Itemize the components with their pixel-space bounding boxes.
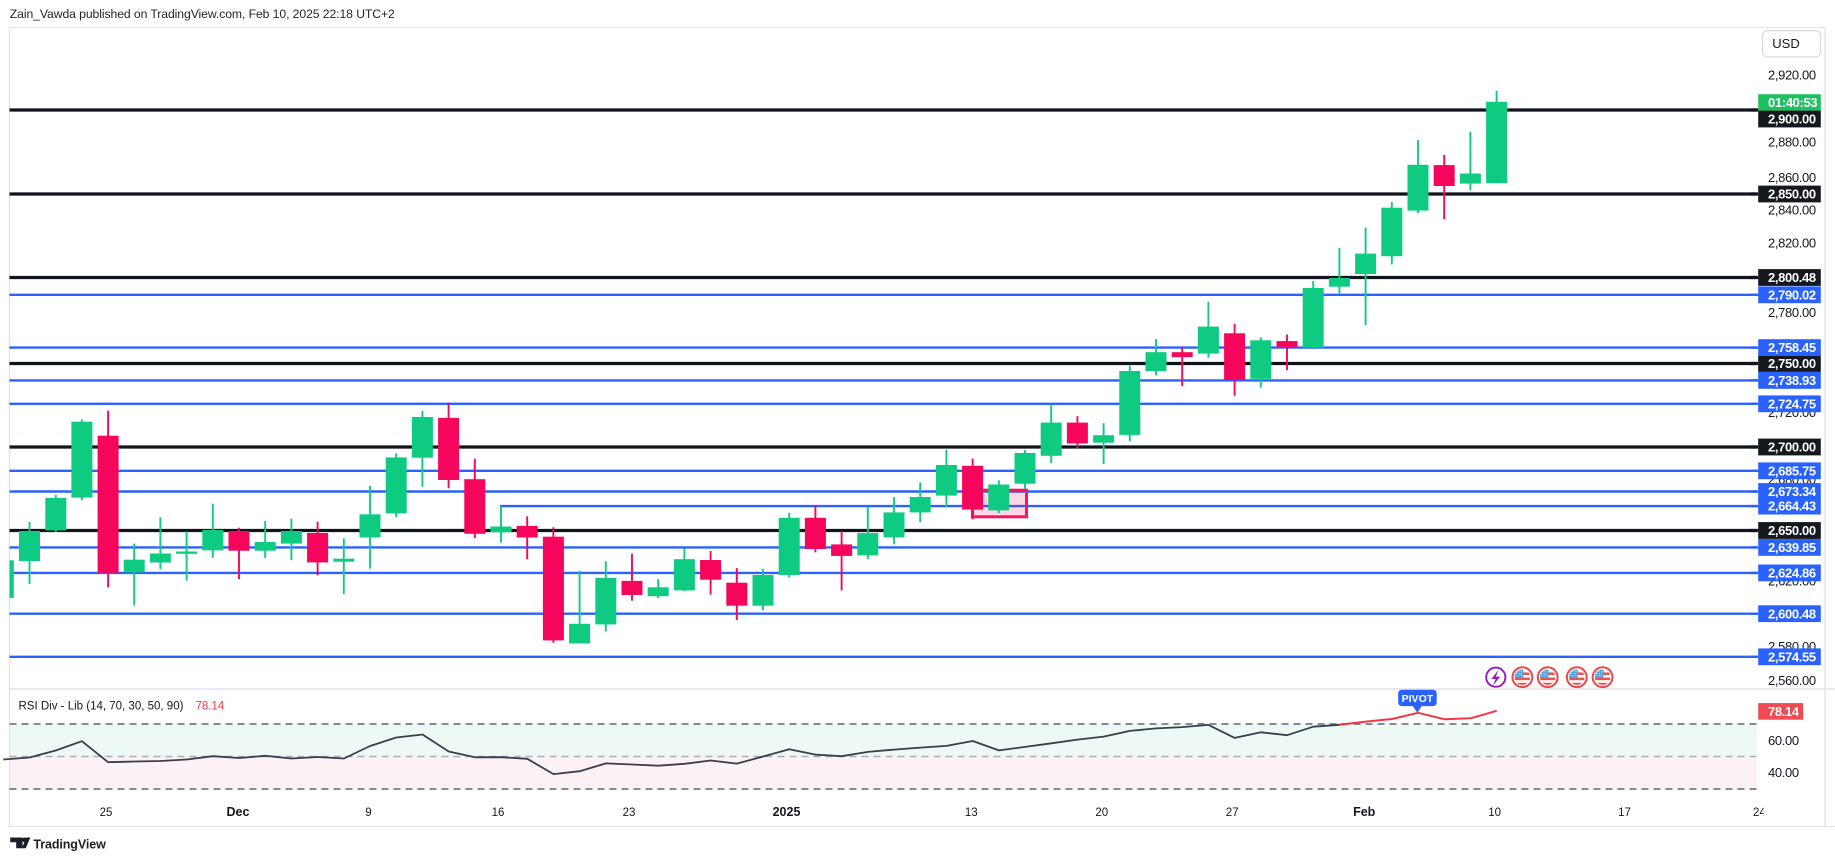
svg-text:PIVOT: PIVOT <box>1402 693 1434 705</box>
svg-text:2,758.45: 2,758.45 <box>1768 340 1816 355</box>
svg-text:2,685.75: 2,685.75 <box>1768 463 1816 478</box>
svg-text:16: 16 <box>492 807 505 819</box>
svg-text:2,790.02: 2,790.02 <box>1768 287 1816 302</box>
svg-text:2,840.00: 2,840.00 <box>1768 203 1816 218</box>
svg-text:USD: USD <box>1772 36 1799 51</box>
svg-text:Feb: Feb <box>1353 805 1376 819</box>
svg-text:25: 25 <box>100 807 113 819</box>
svg-text:Dec: Dec <box>227 805 250 819</box>
svg-text:17: 17 <box>1618 807 1631 819</box>
svg-text:TradingView: TradingView <box>33 837 106 851</box>
svg-text:20: 20 <box>1095 807 1108 819</box>
svg-text:2,850.00: 2,850.00 <box>1768 187 1816 202</box>
svg-text:2,673.34: 2,673.34 <box>1768 484 1817 499</box>
svg-text:Zain_Vawda published on Tradin: Zain_Vawda published on TradingView.com,… <box>10 7 395 21</box>
svg-text:2,920.00: 2,920.00 <box>1768 68 1816 83</box>
svg-text:2,600.48: 2,600.48 <box>1768 606 1816 621</box>
svg-text:2,664.43: 2,664.43 <box>1768 499 1816 514</box>
svg-text:23: 23 <box>623 807 636 819</box>
svg-text:2,624.86: 2,624.86 <box>1768 566 1816 581</box>
svg-text:2,880.00: 2,880.00 <box>1768 134 1816 149</box>
svg-text:60.00: 60.00 <box>1768 733 1799 748</box>
svg-text:2,800.48: 2,800.48 <box>1768 270 1816 285</box>
svg-text:40.00: 40.00 <box>1768 765 1799 780</box>
svg-text:2,750.00: 2,750.00 <box>1768 356 1816 371</box>
svg-text:2025: 2025 <box>773 805 801 819</box>
svg-text:27: 27 <box>1226 807 1239 819</box>
svg-text:2,700.00: 2,700.00 <box>1768 440 1816 455</box>
svg-text:2,724.75: 2,724.75 <box>1768 396 1816 411</box>
svg-text:10: 10 <box>1488 807 1501 819</box>
svg-text:2,560.00: 2,560.00 <box>1768 673 1816 688</box>
svg-text:2,900.00: 2,900.00 <box>1768 112 1816 127</box>
svg-text:78.14: 78.14 <box>1768 704 1800 719</box>
svg-text:RSI Div - Lib (14, 70, 30, 50,: RSI Div - Lib (14, 70, 30, 50, 90) <box>19 701 184 713</box>
svg-text:2,820.00: 2,820.00 <box>1768 236 1816 251</box>
svg-text:9: 9 <box>365 807 371 819</box>
svg-text:2,738.93: 2,738.93 <box>1768 373 1816 388</box>
svg-text:2,639.85: 2,639.85 <box>1768 540 1816 555</box>
svg-text:24: 24 <box>1753 807 1766 819</box>
svg-text:01:40:53: 01:40:53 <box>1768 95 1817 110</box>
svg-text:2,860.00: 2,860.00 <box>1768 170 1816 185</box>
svg-text:2,780.00: 2,780.00 <box>1768 305 1816 320</box>
svg-text:13: 13 <box>965 807 978 819</box>
svg-text:78.14: 78.14 <box>196 701 225 713</box>
svg-text:2,574.55: 2,574.55 <box>1768 649 1816 664</box>
svg-text:2,650.00: 2,650.00 <box>1768 523 1816 538</box>
